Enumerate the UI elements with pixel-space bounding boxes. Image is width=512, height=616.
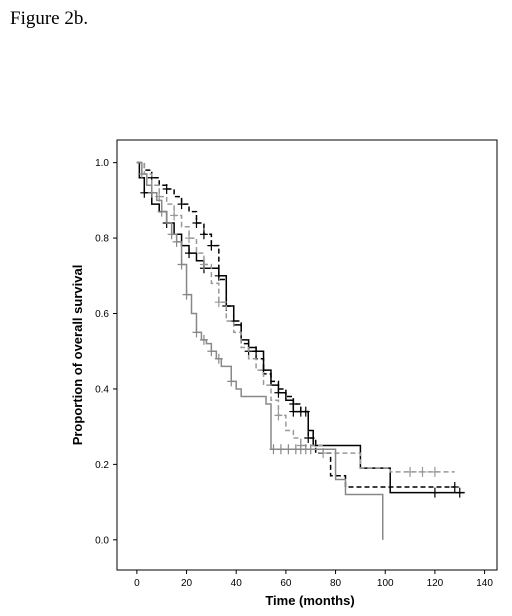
x-tick-label: 120 xyxy=(427,578,444,589)
x-tick-label: 40 xyxy=(231,578,243,589)
censor-mark xyxy=(182,289,191,300)
censor-mark xyxy=(170,210,179,221)
x-axis: 0 20 40 60 80 100 120 140 xyxy=(134,570,493,589)
x-tick-label: 20 xyxy=(181,578,193,589)
x-tick-label: 60 xyxy=(280,578,292,589)
censor-mark xyxy=(227,376,236,387)
censor-mark xyxy=(157,206,166,217)
plot-frame xyxy=(116,139,498,571)
censor-mark xyxy=(207,346,216,357)
censor-mark xyxy=(177,199,186,210)
censor-mark xyxy=(207,240,216,251)
y-tick-label: 0.8 xyxy=(95,234,109,245)
censor-mark xyxy=(269,444,278,455)
x-tick-label: 100 xyxy=(377,578,394,589)
y-axis-title: Proportion of overall survival xyxy=(70,265,85,446)
censor-mark xyxy=(418,466,427,477)
censor-mark xyxy=(406,466,415,477)
censor-mark xyxy=(214,297,223,308)
y-tick-label: 0.2 xyxy=(95,460,109,471)
censor-mark xyxy=(306,444,315,455)
censor-mark xyxy=(274,387,283,398)
x-tick-label: 140 xyxy=(476,578,493,589)
x-tick-label: 80 xyxy=(330,578,342,589)
censor-mark xyxy=(284,444,293,455)
y-tick-label: 0.6 xyxy=(95,309,109,320)
censor-mark xyxy=(430,466,439,477)
x-tick-label: 0 xyxy=(134,578,140,589)
censor-mark xyxy=(199,259,208,270)
censor-mark xyxy=(185,248,194,259)
survival-curve-4 xyxy=(136,161,384,540)
censor-mark xyxy=(199,334,208,345)
censor-mark xyxy=(430,487,439,498)
censor-mark xyxy=(455,487,464,498)
censor-mark xyxy=(137,168,146,179)
y-tick-label: 1.0 xyxy=(95,158,109,169)
y-tick-label: 0.0 xyxy=(95,535,109,546)
figure-caption: Figure 2b. xyxy=(10,8,89,29)
censor-mark xyxy=(214,353,223,364)
censor-mark xyxy=(167,229,176,240)
censor-mark xyxy=(192,327,201,338)
censor-mark xyxy=(185,233,194,244)
censor-mark xyxy=(147,187,156,198)
censor-mark xyxy=(140,187,149,198)
censor-mark xyxy=(172,236,181,247)
series-group xyxy=(136,161,465,540)
y-tick-label: 0.4 xyxy=(95,384,109,395)
censor-mark xyxy=(304,432,313,443)
censor-mark xyxy=(289,399,298,410)
censor-mark xyxy=(276,444,285,455)
censor-mark xyxy=(199,229,208,240)
y-axis: 0.0 0.2 0.4 0.6 0.8 1.0 xyxy=(95,158,117,546)
censor-mark xyxy=(450,482,459,493)
censor-mark xyxy=(192,217,201,228)
censor-mark xyxy=(274,410,283,421)
censor-mark xyxy=(162,184,171,195)
x-axis-title: Time (months) xyxy=(265,593,354,608)
survival-curve-3 xyxy=(136,161,455,473)
censor-mark xyxy=(177,259,186,270)
